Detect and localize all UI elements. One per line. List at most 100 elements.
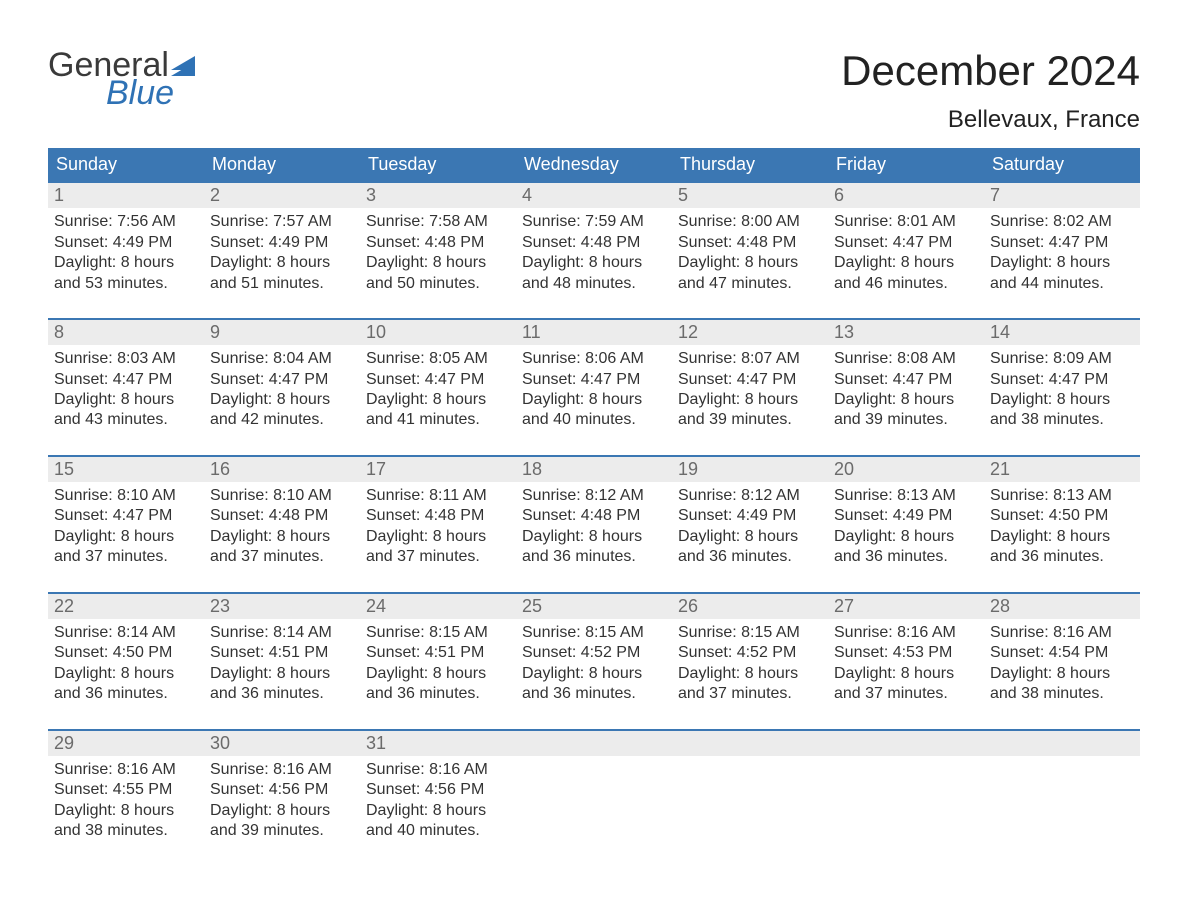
sunrise-line: Sunrise: 8:06 AM [522,349,666,369]
day-body: Sunrise: 7:57 AMSunset: 4:49 PMDaylight:… [204,208,360,294]
sunset-line: Sunset: 4:52 PM [522,643,666,663]
sunset-line: Sunset: 4:47 PM [834,233,978,253]
day-number: 30 [204,731,360,756]
daylight-line: Daylight: 8 hours and 41 minutes. [366,390,510,431]
weekday-header-row: Sunday Monday Tuesday Wednesday Thursday… [48,148,1140,181]
day-number: 10 [360,320,516,345]
sunrise-line: Sunrise: 8:16 AM [210,760,354,780]
sunset-line: Sunset: 4:47 PM [54,370,198,390]
day-body: Sunrise: 8:07 AMSunset: 4:47 PMDaylight:… [672,345,828,431]
daylight-line: Daylight: 8 hours and 40 minutes. [366,801,510,842]
day-body: Sunrise: 8:16 AMSunset: 4:56 PMDaylight:… [360,756,516,842]
daylight-line: Daylight: 8 hours and 47 minutes. [678,253,822,294]
calendar-grid: Sunday Monday Tuesday Wednesday Thursday… [48,148,1140,847]
sunset-line: Sunset: 4:48 PM [210,506,354,526]
sunset-line: Sunset: 4:47 PM [678,370,822,390]
daylight-line: Daylight: 8 hours and 37 minutes. [54,527,198,568]
sunset-line: Sunset: 4:47 PM [54,506,198,526]
sunrise-line: Sunrise: 8:00 AM [678,212,822,232]
sunset-line: Sunset: 4:52 PM [678,643,822,663]
daylight-line: Daylight: 8 hours and 36 minutes. [522,527,666,568]
sunrise-line: Sunrise: 8:12 AM [522,486,666,506]
sunrise-line: Sunrise: 8:04 AM [210,349,354,369]
sunrise-line: Sunrise: 8:14 AM [210,623,354,643]
day-number: 18 [516,457,672,482]
flag-icon [171,56,197,76]
daylight-line: Daylight: 8 hours and 38 minutes. [54,801,198,842]
day-number: 21 [984,457,1140,482]
sunrise-line: Sunrise: 8:15 AM [366,623,510,643]
sunrise-line: Sunrise: 7:56 AM [54,212,198,232]
day-body: Sunrise: 8:15 AMSunset: 4:51 PMDaylight:… [360,619,516,705]
calendar-day: 3Sunrise: 7:58 AMSunset: 4:48 PMDaylight… [360,183,516,300]
sunset-line: Sunset: 4:47 PM [990,370,1134,390]
sunset-line: Sunset: 4:53 PM [834,643,978,663]
daylight-line: Daylight: 8 hours and 37 minutes. [366,527,510,568]
day-body: Sunrise: 7:59 AMSunset: 4:48 PMDaylight:… [516,208,672,294]
calendar-day: 16Sunrise: 8:10 AMSunset: 4:48 PMDayligh… [204,457,360,574]
day-body: Sunrise: 8:05 AMSunset: 4:47 PMDaylight:… [360,345,516,431]
calendar-day: 21Sunrise: 8:13 AMSunset: 4:50 PMDayligh… [984,457,1140,574]
daylight-line: Daylight: 8 hours and 43 minutes. [54,390,198,431]
sunset-line: Sunset: 4:47 PM [522,370,666,390]
day-number: . [828,731,984,756]
daylight-line: Daylight: 8 hours and 37 minutes. [210,527,354,568]
calendar-day: 30Sunrise: 8:16 AMSunset: 4:56 PMDayligh… [204,731,360,848]
calendar-day: 14Sunrise: 8:09 AMSunset: 4:47 PMDayligh… [984,320,1140,437]
sunrise-line: Sunrise: 8:16 AM [366,760,510,780]
calendar-day: 10Sunrise: 8:05 AMSunset: 4:47 PMDayligh… [360,320,516,437]
sunrise-line: Sunrise: 8:16 AM [990,623,1134,643]
day-number: 5 [672,183,828,208]
weekday-monday: Monday [204,148,360,181]
daylight-line: Daylight: 8 hours and 36 minutes. [210,664,354,705]
day-body: Sunrise: 8:06 AMSunset: 4:47 PMDaylight:… [516,345,672,431]
sunset-line: Sunset: 4:48 PM [366,233,510,253]
day-number: 15 [48,457,204,482]
sunset-line: Sunset: 4:50 PM [54,643,198,663]
day-body: Sunrise: 8:14 AMSunset: 4:50 PMDaylight:… [48,619,204,705]
sunrise-line: Sunrise: 8:15 AM [678,623,822,643]
day-number: 2 [204,183,360,208]
sunrise-line: Sunrise: 8:14 AM [54,623,198,643]
sunrise-line: Sunrise: 8:12 AM [678,486,822,506]
weeks-container: 1Sunrise: 7:56 AMSunset: 4:49 PMDaylight… [48,181,1140,847]
day-body: Sunrise: 8:15 AMSunset: 4:52 PMDaylight:… [672,619,828,705]
daylight-line: Daylight: 8 hours and 36 minutes. [366,664,510,705]
day-number: 26 [672,594,828,619]
day-body: Sunrise: 8:16 AMSunset: 4:54 PMDaylight:… [984,619,1140,705]
calendar-day: 31Sunrise: 8:16 AMSunset: 4:56 PMDayligh… [360,731,516,848]
brand-logo: General Blue [48,48,197,111]
header-row: General Blue December 2024 Bellevaux, Fr… [48,48,1140,134]
daylight-line: Daylight: 8 hours and 36 minutes. [54,664,198,705]
calendar-day: . [516,731,672,848]
calendar-page: General Blue December 2024 Bellevaux, Fr… [0,0,1188,896]
sunrise-line: Sunrise: 8:03 AM [54,349,198,369]
calendar-day: 8 Sunrise: 8:03 AMSunset: 4:47 PMDaylight… [48,320,204,437]
weekday-wednesday: Wednesday [516,148,672,181]
calendar-week: 29Sunrise: 8:16 AMSunset: 4:55 PMDayligh… [48,729,1140,848]
day-number: . [984,731,1140,756]
calendar-day: 27Sunrise: 8:16 AMSunset: 4:53 PMDayligh… [828,594,984,711]
calendar-day: 24Sunrise: 8:15 AMSunset: 4:51 PMDayligh… [360,594,516,711]
sunset-line: Sunset: 4:49 PM [54,233,198,253]
calendar-day: 23Sunrise: 8:14 AMSunset: 4:51 PMDayligh… [204,594,360,711]
day-body: Sunrise: 8:13 AMSunset: 4:49 PMDaylight:… [828,482,984,568]
sunrise-line: Sunrise: 8:15 AM [522,623,666,643]
day-body: Sunrise: 8:16 AMSunset: 4:53 PMDaylight:… [828,619,984,705]
daylight-line: Daylight: 8 hours and 39 minutes. [210,801,354,842]
day-number: 29 [48,731,204,756]
sunrise-line: Sunrise: 8:10 AM [210,486,354,506]
sunset-line: Sunset: 4:51 PM [366,643,510,663]
sunset-line: Sunset: 4:47 PM [366,370,510,390]
calendar-day: 25Sunrise: 8:15 AMSunset: 4:52 PMDayligh… [516,594,672,711]
daylight-line: Daylight: 8 hours and 39 minutes. [834,390,978,431]
day-number: 6 [828,183,984,208]
daylight-line: Daylight: 8 hours and 36 minutes. [678,527,822,568]
daylight-line: Daylight: 8 hours and 48 minutes. [522,253,666,294]
day-number: 8 [48,320,204,345]
day-number: 24 [360,594,516,619]
day-number: 22 [48,594,204,619]
sunrise-line: Sunrise: 8:07 AM [678,349,822,369]
daylight-line: Daylight: 8 hours and 36 minutes. [990,527,1134,568]
day-number: 17 [360,457,516,482]
